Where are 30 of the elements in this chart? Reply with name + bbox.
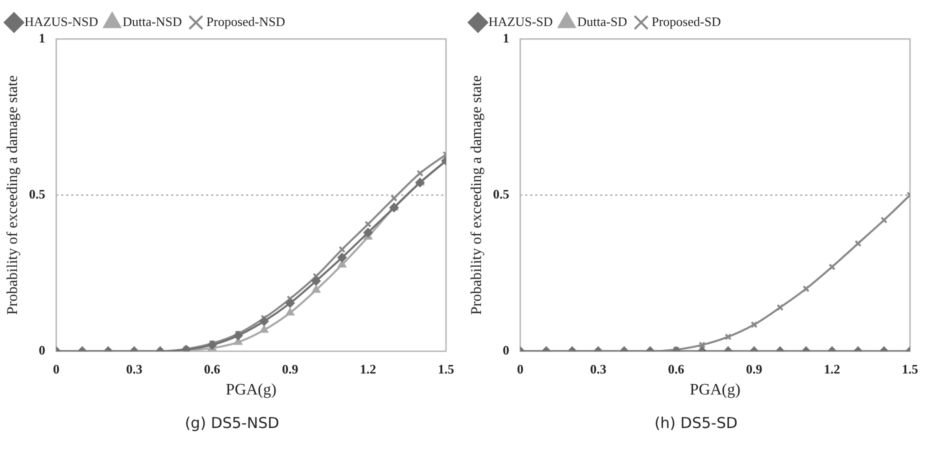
y-tick-label: 0.5 <box>29 186 46 202</box>
y-axis-title: Probability of exceeding a damage state <box>468 75 485 315</box>
text: (g) DS5-NSD <box>184 414 280 432</box>
y-tick-label: 1 <box>502 30 510 46</box>
x-tick-label: 1.5 <box>438 361 455 376</box>
x-axis-title: PGA(g) <box>226 382 276 399</box>
x-tick-label: 1.2 <box>824 361 840 376</box>
legend-label: Proposed-NSD <box>206 14 286 29</box>
y-axis-title: Probability of exceeding a damage state <box>4 75 21 315</box>
y-tick-label: 0 <box>502 342 510 358</box>
x-tick-label: 0 <box>517 361 524 376</box>
text: (h) DS5-SD <box>654 414 738 432</box>
x-tick-label: 0.6 <box>204 361 221 376</box>
legend-label: HAZUS-SD <box>488 14 553 29</box>
x-tick-label: 0.9 <box>282 361 299 376</box>
legend-label: HAZUS-NSD <box>24 14 98 29</box>
x-tick-label: 1.5 <box>902 361 919 376</box>
y-tick-label: 1 <box>38 30 46 46</box>
x-tick-label: 0.9 <box>746 361 763 376</box>
y-tick-label: 0.5 <box>493 186 510 202</box>
x-tick-label: 0.6 <box>668 361 685 376</box>
legend-label: Dutta-NSD <box>122 14 182 29</box>
x-axis-title: PGA(g) <box>690 382 740 399</box>
legend-label: Proposed-SD <box>652 14 721 29</box>
x-tick-label: 1.2 <box>360 361 376 376</box>
legend-label: Dutta-SD <box>577 14 628 29</box>
y-tick-label: 0 <box>38 342 46 358</box>
x-tick-label: 0.3 <box>590 361 607 376</box>
x-tick-label: 0 <box>53 361 60 376</box>
x-tick-label: 0.3 <box>126 361 143 376</box>
